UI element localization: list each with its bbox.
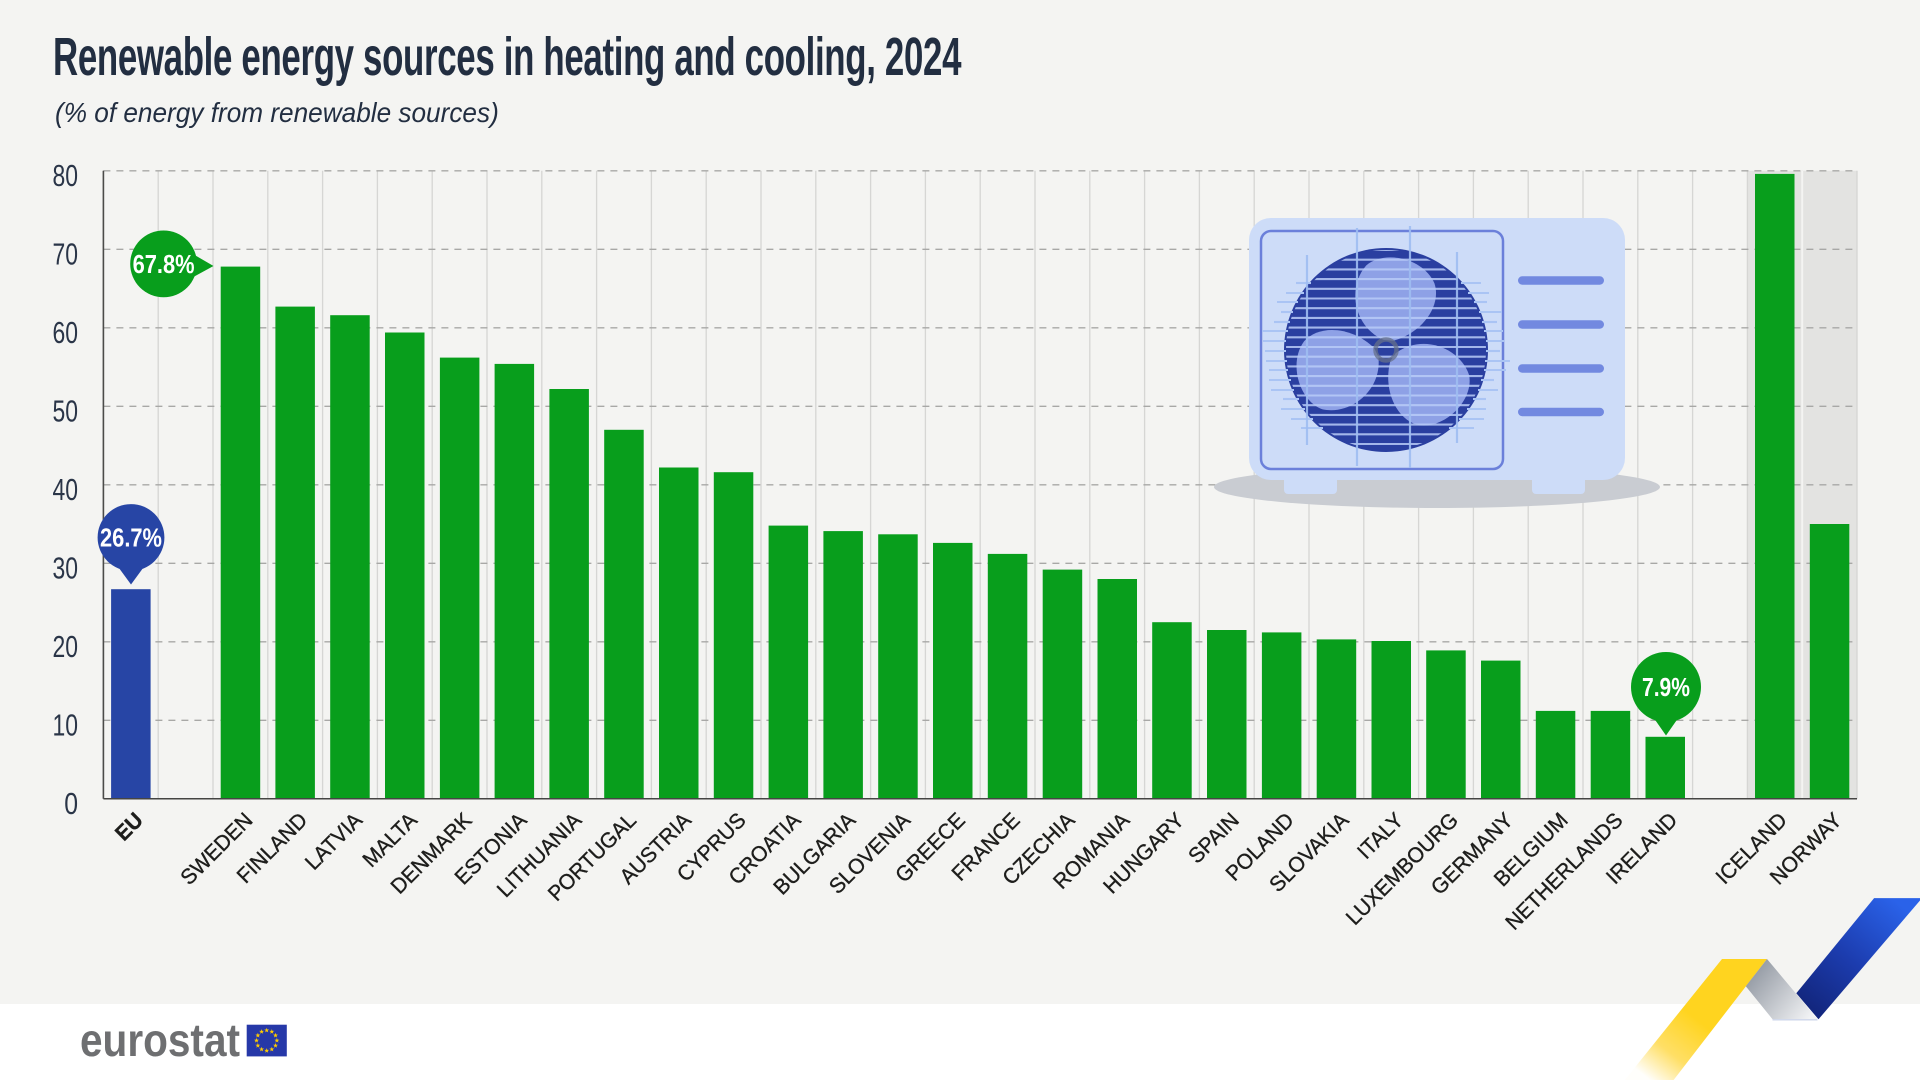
svg-text:70: 70 xyxy=(53,236,79,271)
svg-text:26.7%: 26.7% xyxy=(100,523,162,553)
svg-text:60: 60 xyxy=(53,315,79,350)
svg-text:0: 0 xyxy=(64,786,78,821)
svg-text:80: 80 xyxy=(53,158,79,193)
svg-text:7.9%: 7.9% xyxy=(1642,672,1690,702)
svg-text:30: 30 xyxy=(53,550,79,585)
svg-text:10: 10 xyxy=(53,707,79,742)
svg-text:20: 20 xyxy=(53,629,79,664)
svg-text:50: 50 xyxy=(53,393,79,428)
svg-text:eurostat: eurostat xyxy=(80,1014,240,1066)
svg-text:40: 40 xyxy=(53,472,79,507)
svg-text:67.8%: 67.8% xyxy=(133,249,195,279)
